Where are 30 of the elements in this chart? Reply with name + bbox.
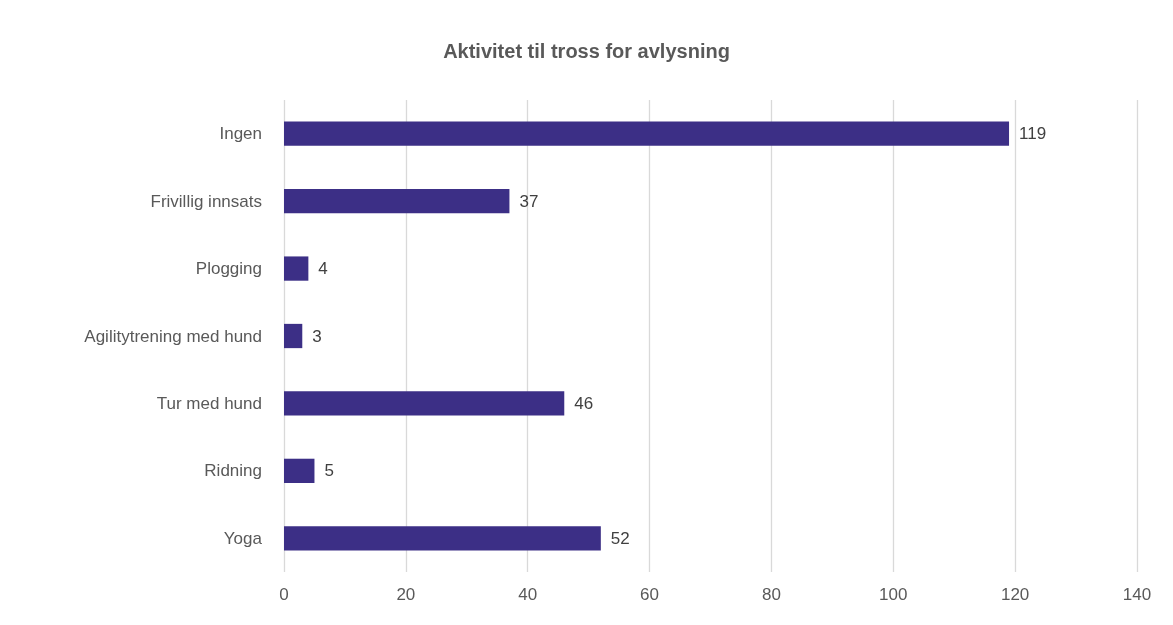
y-tick-label: Ridning bbox=[204, 461, 262, 481]
x-tick-label: 100 bbox=[879, 585, 908, 604]
x-tick-label: 80 bbox=[761, 585, 781, 604]
data-label: 52 bbox=[610, 528, 630, 548]
x-tick-label: 120 bbox=[1000, 585, 1030, 604]
data-label: 119 bbox=[1019, 124, 1047, 144]
data-label: 3 bbox=[312, 326, 322, 346]
chart-title: Aktivitet til tross for avlysning bbox=[443, 40, 730, 62]
bar bbox=[284, 323, 303, 349]
bar bbox=[284, 458, 315, 483]
y-tick-label: Frivillig innsats bbox=[150, 191, 262, 211]
bar bbox=[284, 121, 1010, 146]
bar bbox=[284, 189, 510, 214]
x-tick-label: 20 bbox=[396, 585, 416, 604]
y-tick-label: Agilitytrening med hund bbox=[84, 326, 262, 346]
y-tick-label: Tur med hund bbox=[156, 393, 262, 413]
x-tick-label: 60 bbox=[640, 585, 660, 604]
x-tick-label: 40 bbox=[518, 585, 538, 604]
y-tick-label: Ingen bbox=[219, 124, 262, 144]
y-tick-label: Yoga bbox=[223, 528, 263, 548]
data-label: 4 bbox=[318, 259, 328, 279]
bar bbox=[284, 256, 309, 281]
bar bbox=[284, 391, 565, 416]
y-tick-label: Plogging bbox=[195, 259, 262, 279]
data-label: 46 bbox=[574, 393, 594, 413]
data-label: 5 bbox=[324, 461, 334, 481]
x-tick-label: 140 bbox=[1122, 585, 1152, 604]
data-label: 37 bbox=[519, 191, 539, 211]
bar bbox=[284, 526, 601, 551]
x-tick-label: 0 bbox=[279, 585, 289, 604]
